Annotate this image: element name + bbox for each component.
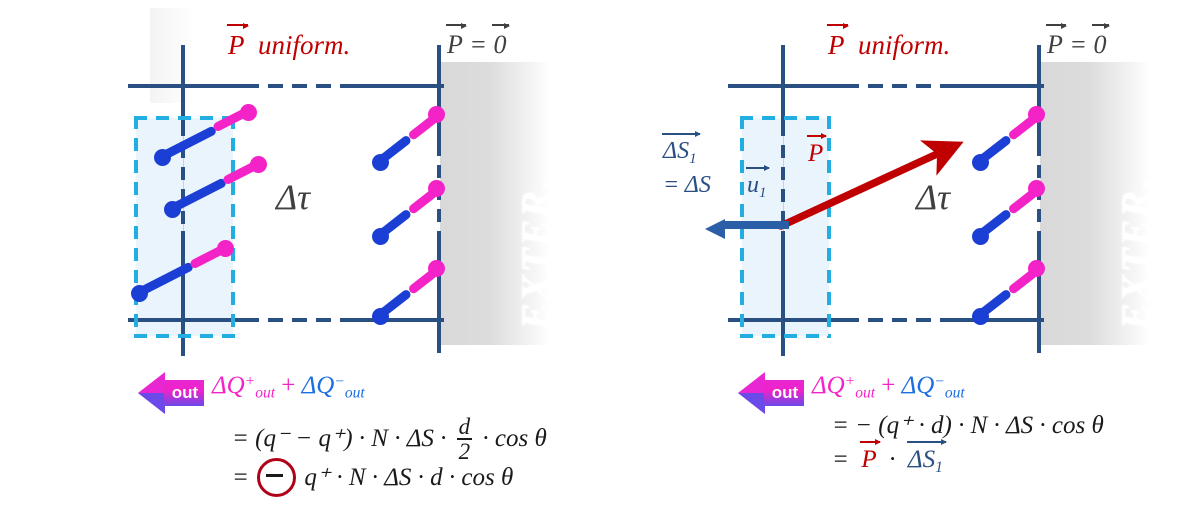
p-vector-symbol: P xyxy=(1046,22,1067,60)
boundary-left-bottom-solid xyxy=(181,231,185,356)
grid-line-top-dashed xyxy=(244,84,354,88)
fraction-denominator: 2 xyxy=(456,438,473,465)
formula-line-2: = (q⁻ − q⁺) · N · ΔS · d 2 · cos θ xyxy=(232,414,547,465)
selection-box-right xyxy=(231,116,235,338)
delta-s1-equals-label: = ΔS xyxy=(663,172,711,198)
d-over-2-fraction: d 2 xyxy=(456,414,473,465)
grid-line-bottom-left-solid xyxy=(128,318,244,322)
selection-box-bottom xyxy=(134,334,235,338)
dot-operator: · xyxy=(889,446,896,473)
selection-box-top xyxy=(740,116,831,120)
formula-line-3: = P · ΔS1 xyxy=(832,439,947,477)
out-arrow-label: out xyxy=(171,383,199,402)
exterior-label: EXTER. xyxy=(1113,176,1158,330)
grid-line-top-dashed xyxy=(844,84,954,88)
exterior-region xyxy=(1040,62,1150,345)
plus-operator: + xyxy=(281,372,296,399)
p-zero-rhs: = xyxy=(1069,30,1094,59)
p-vector-symbol: P xyxy=(227,22,248,61)
p-uniform-label: P uniform. xyxy=(227,22,350,61)
u1-unit-vector-label: u1 xyxy=(746,165,771,202)
boundary-left-top-solid xyxy=(181,45,185,123)
out-arrow: out xyxy=(738,372,808,414)
grid-line-top-right-solid xyxy=(354,84,444,88)
p-vector-term: P xyxy=(860,439,881,473)
out-arrow-head-lower xyxy=(138,393,165,414)
boundary-right-top-solid xyxy=(1037,45,1041,143)
zero-vector-symbol: 0 xyxy=(492,22,511,60)
grid-line-bottom-left-solid xyxy=(728,318,844,322)
selection-box-left xyxy=(134,116,138,338)
delta-s1-vector-term: ΔS1 xyxy=(906,439,947,476)
u1-vector-symbol: u1 xyxy=(746,165,771,202)
out-arrow-shaft xyxy=(764,380,804,406)
p-vector-symbol: P xyxy=(827,22,848,61)
out-arrow-head-lower xyxy=(738,393,765,414)
delta-q-out-plus: ΔQ+out xyxy=(812,372,876,402)
p-zero-label: P = 0 xyxy=(446,22,511,60)
formula-line-1: ΔQ+out + ΔQ−out xyxy=(812,372,965,403)
exterior-region xyxy=(440,62,550,345)
p-vector-symbol: P xyxy=(807,133,828,168)
formula-line-1: ΔQ+out + ΔQ−out xyxy=(212,372,365,403)
grid-line-bottom-dashed xyxy=(844,318,954,322)
selection-box-top xyxy=(134,116,235,120)
delta-tau-label: Δτ xyxy=(276,177,311,217)
delta-s1-vector-symbol: ΔS1 xyxy=(662,131,701,168)
equals-sign: = xyxy=(232,464,249,492)
panel-left: EXTER. xyxy=(128,8,558,499)
boundary-left-top-solid xyxy=(781,45,785,123)
delta-s1-label: ΔS1 xyxy=(662,131,701,168)
formula-line-3: = q⁺ · N · ΔS · d · cos θ xyxy=(232,458,514,499)
out-arrow-shaft xyxy=(164,380,204,406)
faint-band-left xyxy=(150,8,196,103)
p-vector-label: P xyxy=(807,133,828,168)
plus-operator: + xyxy=(881,372,896,399)
surface-normal-arrow-head xyxy=(705,219,725,239)
boundary-left-bottom-solid xyxy=(781,231,785,356)
panel-right: EXTER. xyxy=(600,0,1200,506)
p-uniform-label: P uniform. xyxy=(827,22,950,61)
equals-sign: = xyxy=(832,446,849,473)
surface-normal-arrow-shaft xyxy=(721,221,789,229)
grid-line-top-left-solid xyxy=(128,84,244,88)
out-arrow-label: out xyxy=(771,383,799,402)
zero-vector-symbol: 0 xyxy=(1092,22,1111,60)
out-arrow: out xyxy=(138,372,208,414)
formula-line-2: = − (q⁺ · d) · N · ΔS · cos θ xyxy=(832,412,1104,439)
delta-q-out-plus: ΔQ+out xyxy=(212,372,276,402)
exterior-label: EXTER. xyxy=(513,176,558,330)
delta-q-out-minus: ΔQ−out xyxy=(901,372,965,402)
boundary-right-top-solid xyxy=(437,45,441,143)
grid-line-top-right-solid xyxy=(954,84,1044,88)
p-zero-rhs: = xyxy=(469,30,494,59)
boundary-left-dashed xyxy=(781,123,785,231)
delta-q-out-minus: ΔQ−out xyxy=(301,372,365,402)
formula-line-3-body: q⁺ · N · ΔS · d · cos θ xyxy=(304,464,514,492)
circled-minus-sign xyxy=(257,458,297,497)
fraction-numerator: d xyxy=(458,414,471,439)
grid-line-bottom-right-solid xyxy=(954,318,1044,322)
p-zero-label: P = 0 xyxy=(1046,22,1111,60)
selection-box-bottom xyxy=(740,334,831,338)
selection-box-right xyxy=(827,116,831,338)
formula-line-2-tail: · cos θ xyxy=(482,425,547,453)
boundary-left-dashed xyxy=(181,123,185,231)
delta-tau-label: Δτ xyxy=(916,177,951,217)
formula-line-2-body: = (q⁻ − q⁺) · N · ΔS · xyxy=(232,425,447,453)
grid-line-bottom-dashed xyxy=(244,318,354,322)
grid-line-bottom-right-solid xyxy=(354,318,444,322)
boundary-right-bottom-solid xyxy=(1037,231,1041,353)
polarization-vector-arrow xyxy=(777,140,964,230)
grid-line-top-left-solid xyxy=(728,84,844,88)
boundary-right-bottom-solid xyxy=(437,231,441,353)
p-vector-symbol: P xyxy=(446,22,467,60)
